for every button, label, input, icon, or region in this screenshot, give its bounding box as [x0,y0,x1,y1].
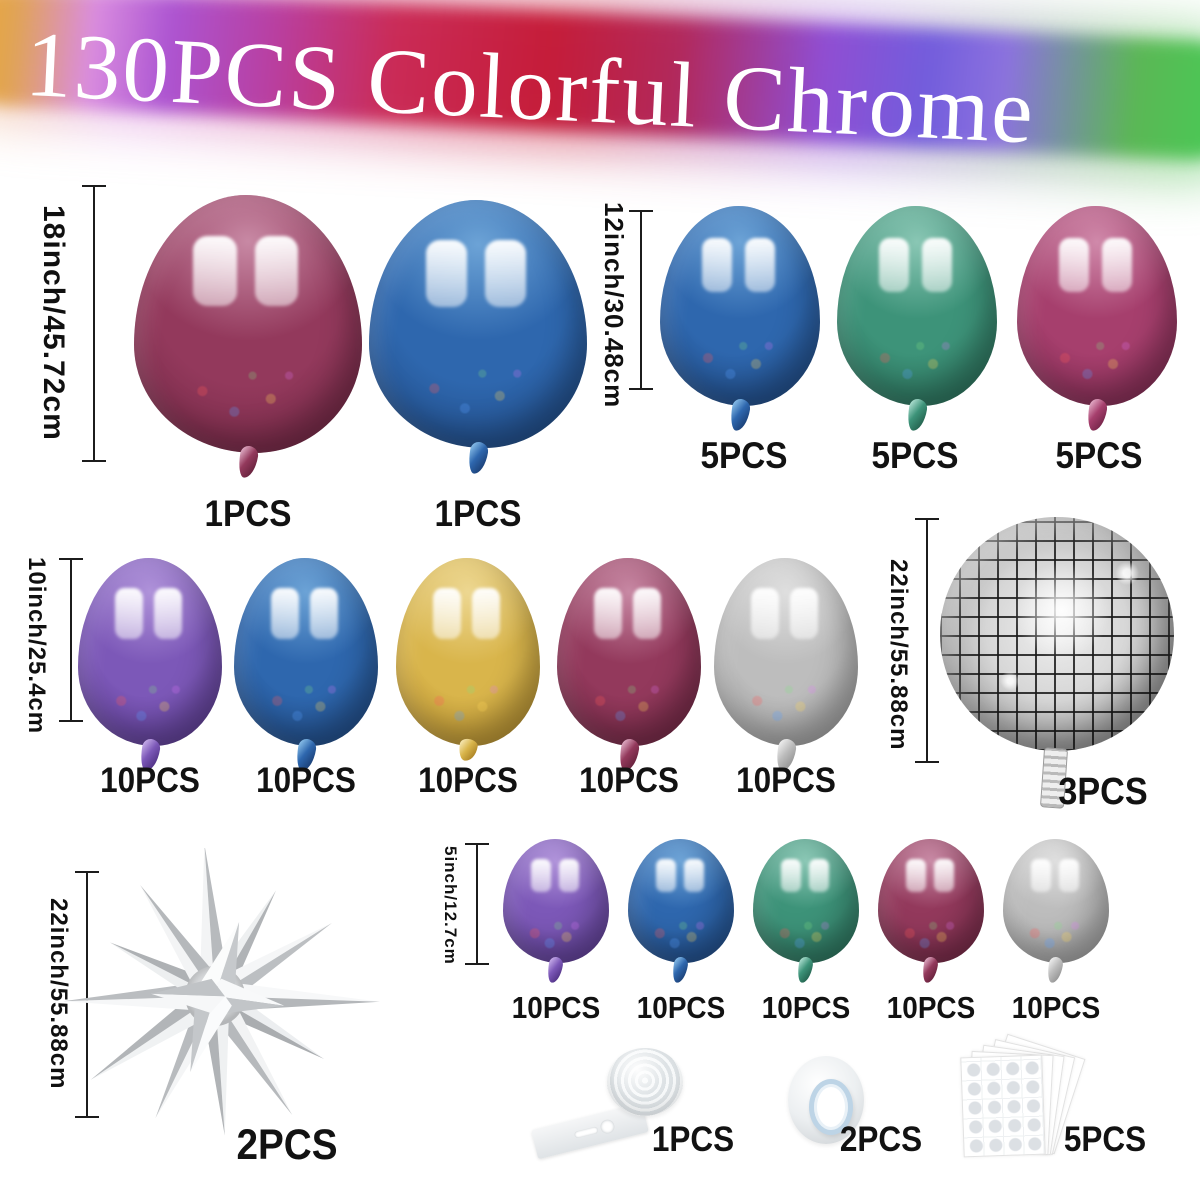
balloon-knot [466,440,490,476]
strip-keyhole-slot [573,1126,599,1139]
pcs-label: 1PCS [434,493,522,534]
chrome-highlight [271,588,299,639]
chrome-highlight [809,858,830,893]
chrome-highlight [433,588,461,639]
chrome-highlight [934,858,955,893]
strip-keyhole [599,1117,617,1135]
chrome-highlight [484,239,526,307]
pcs-label: 1PCS [651,1120,735,1159]
chrome-highlight [905,858,926,893]
pcs-label: 2PCS [839,1120,923,1159]
balloon-10in-blue [234,558,378,746]
dimension-line-12inch [629,210,653,390]
pcs-label: 5PCS [871,435,959,476]
balloon-12in-magenta [1017,206,1177,406]
pcs-label: 5PCS [1055,435,1143,476]
chrome-highlight [701,238,732,292]
balloon-10in-silver [714,558,858,746]
chrome-highlight [425,239,468,307]
chrome-highlight [790,588,818,639]
chrome-highlight [633,588,661,639]
balloon-10in-purple [78,558,222,746]
size-label-12inch: 12inch/30.48cm [599,202,629,409]
chrome-highlight [751,588,779,639]
pcs-label: 10PCS [886,990,976,1025]
balloon-knot [796,956,814,984]
pcs-label: 5PCS [1063,1120,1147,1159]
balloon-5in-blue [628,839,734,963]
pcs-label: 1PCS [204,493,292,534]
size-label-5inch: 5inch/12.7cm [441,845,460,965]
chrome-highlight [878,238,909,292]
size-label-disco-22inch: 22inch/55.88cm [885,559,912,751]
pcs-label: 3PCS [1058,771,1148,813]
balloon-knot [457,737,479,763]
chrome-highlight [594,588,622,639]
balloon-knot [1046,956,1064,984]
balloon-18in-burgundy [134,195,362,453]
balloon-knot [1085,397,1109,433]
chrome-highlight [115,588,143,639]
chrome-highlight [154,588,182,639]
chrome-highlight [655,858,676,893]
balloon-10in-burgundy [557,558,701,746]
chrome-highlight [1059,858,1080,893]
explosion-star-balloon [63,848,380,1136]
chrome-highlight [530,858,551,893]
pcs-label: 10PCS [579,761,679,800]
balloon-5in-purple [503,839,609,963]
pcs-label: 10PCS [511,990,601,1025]
chrome-highlight [254,236,299,306]
dimension-line-disco [915,518,939,763]
pcs-label: 10PCS [636,990,726,1025]
chrome-highlight [472,588,500,639]
size-label-star-22inch: 22inch/55.88cm [45,898,72,1090]
size-label-18inch: 18inch/45.72cm [37,205,70,441]
chrome-highlight [559,858,580,893]
balloon-knot [671,956,689,984]
dimension-line-5inch [465,843,489,965]
chrome-highlight [744,238,776,292]
chrome-highlight [1058,238,1089,292]
pcs-label: 10PCS [1011,990,1101,1025]
pcs-label: 10PCS [736,761,836,800]
balloon-18in-blue [369,200,587,448]
disco-ball-balloon [940,517,1174,751]
chrome-highlight [1101,238,1133,292]
balloon-knot [921,956,939,984]
balloon-knot [728,397,752,433]
chrome-highlight [684,858,705,893]
chrome-highlight [921,238,953,292]
balloon-10in-gold [396,558,540,746]
balloon-knot [546,956,564,984]
pcs-label: 2PCS [236,1121,338,1169]
balloon-knot [236,444,260,480]
chrome-highlight [780,858,801,893]
pcs-label: 10PCS [256,761,356,800]
balloon-knot [905,397,929,433]
size-label-10inch: 10inch/25.4cm [23,556,50,735]
pcs-label: 5PCS [700,435,788,476]
glue-tape-roll [788,1056,864,1144]
balloon-strip-roll [607,1048,683,1116]
tape-hole [809,1078,853,1135]
chrome-highlight [1030,858,1051,893]
balloon-12in-blue [660,206,820,406]
dimension-line-10inch [59,558,83,722]
glue-dot-sheet-front [960,1054,1046,1158]
balloon-5in-green [753,839,859,963]
dimension-line-star [75,871,99,1118]
chrome-highlight [193,236,237,306]
pcs-label: 10PCS [100,761,200,800]
balloon-5in-burgundy [878,839,984,963]
chrome-highlight [310,588,338,639]
pcs-label: 10PCS [761,990,851,1025]
dimension-line-18inch [82,185,106,462]
balloon-5in-silver [1003,839,1109,963]
pcs-label: 10PCS [418,761,518,800]
balloon-12in-green [837,206,997,406]
